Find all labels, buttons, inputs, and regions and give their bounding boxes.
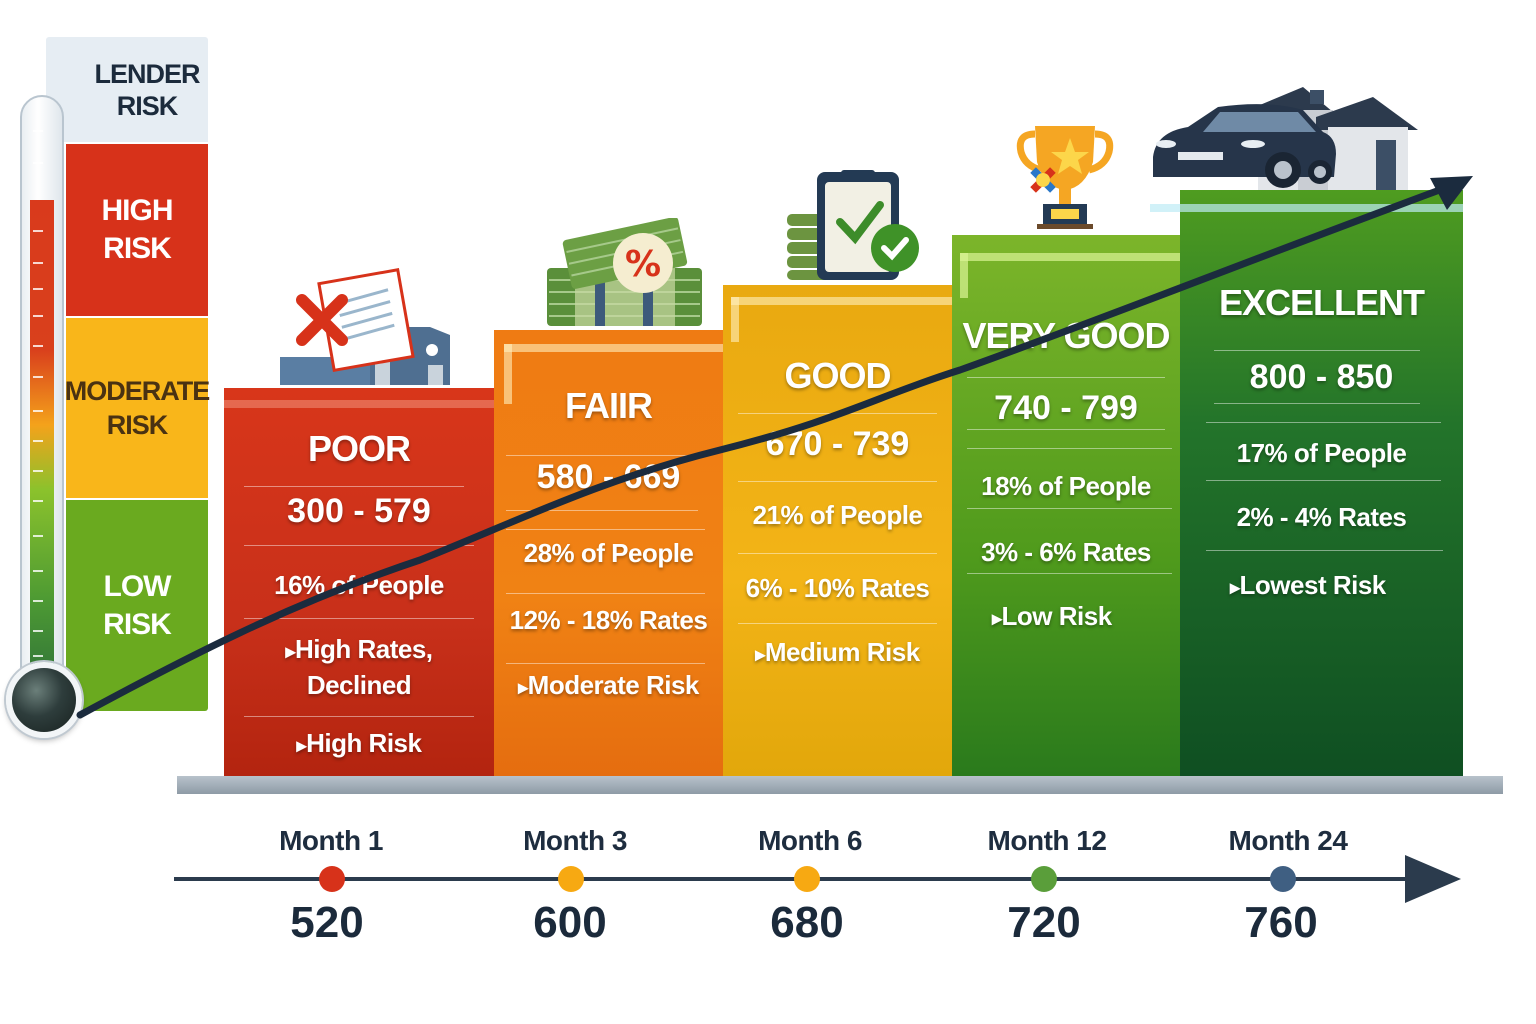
approved-clipboard-icon — [787, 170, 919, 280]
tier-risk: Moderate Risk — [494, 670, 723, 701]
timeline-score: 760 — [1244, 898, 1318, 947]
tier-rates: 2% - 4% Rates — [1236, 502, 1407, 532]
tier-poor: POOR 300 - 579 16% of People High Rates,… — [224, 388, 494, 776]
timeline-month-label: Month 12 — [987, 825, 1107, 856]
tier-very-good: VERY GOOD 740 - 799 18% of People 3% - 6… — [952, 235, 1180, 776]
timeline-dot — [319, 866, 345, 892]
tier-title: GOOD — [784, 355, 891, 396]
lender-risk-header-line2: RISK — [116, 90, 179, 121]
trophy-icon — [1016, 126, 1114, 229]
risk-band-low: LOW RISK — [66, 500, 208, 711]
tier-rates-line2: Declined — [306, 670, 412, 700]
risk-band-moderate-label: MODERATE — [64, 376, 210, 406]
tier-range: 740 - 799 — [994, 389, 1138, 427]
tier-risk: Medium Risk — [723, 637, 952, 668]
lender-risk-legend: LENDER RISK HIGH RISK MODERATE RISK LOW … — [46, 37, 210, 711]
timeline-dot — [1031, 866, 1057, 892]
tier-risk: Lowest Risk — [1180, 570, 1463, 601]
risk-band-high-label2: RISK — [103, 232, 172, 265]
thermometer-fill — [30, 200, 54, 700]
tier-rates: 6% - 10% Rates — [745, 573, 930, 603]
tier-title: VERY GOOD — [962, 315, 1170, 356]
lender-risk-header: LENDER RISK — [46, 37, 208, 142]
timeline-month-label: Month 3 — [523, 825, 627, 856]
rejected-document-icon — [280, 268, 450, 385]
tier-range: 800 - 850 — [1249, 358, 1394, 396]
risk-band-moderate-label2: RISK — [106, 410, 169, 440]
timeline-arrow-head-icon — [1405, 855, 1461, 903]
tier-risk: Low Risk — [952, 601, 1180, 632]
money-percent-icon: % — [547, 218, 702, 326]
tier-people: 18% of People — [981, 471, 1151, 501]
tier-range: 670 - 739 — [765, 425, 910, 463]
risk-band-high-label: HIGH — [101, 194, 174, 227]
thermometer-bulb — [6, 662, 82, 738]
timeline-dot — [558, 866, 584, 892]
timeline-month-label: Month 1 — [279, 825, 383, 856]
tier-rates: High Rates, — [224, 634, 494, 665]
tier-good: GOOD 670 - 739 21% of People 6% - 10% Ra… — [723, 285, 952, 776]
tier-fair: FAIIR 580 - 669 28% of People 12% - 18% … — [494, 330, 723, 776]
risk-band-moderate: MODERATE RISK — [64, 318, 210, 498]
timeline-dot — [794, 866, 820, 892]
timeline-month-label: Month 6 — [758, 825, 862, 856]
timeline-score: 600 — [533, 898, 607, 947]
tier-risk: High Risk — [224, 728, 494, 759]
tier-title: POOR — [307, 428, 411, 469]
tier-excellent: EXCELLENT 800 - 850 17% of People 2% - 4… — [1150, 190, 1463, 776]
tier-title: EXCELLENT — [1218, 282, 1425, 323]
tier-range: 300 - 579 — [287, 492, 431, 530]
tier-people: 16% of People — [274, 570, 444, 600]
timeline-score: 720 — [1007, 898, 1081, 947]
risk-band-low-label: LOW — [103, 569, 172, 603]
tier-people: 28% of People — [523, 538, 694, 568]
tier-people: 21% of People — [752, 500, 923, 530]
tier-title: FAIIR — [564, 385, 653, 426]
tier-rates: 12% - 18% Rates — [509, 605, 708, 635]
risk-band-high: HIGH RISK — [66, 144, 208, 316]
risk-band-low-label2: RISK — [103, 607, 172, 641]
lender-risk-header-line1: LENDER — [94, 58, 200, 89]
timeline-score: 680 — [770, 898, 844, 947]
tier-range: 580 - 669 — [536, 458, 681, 496]
timeline-month-label: Month 24 — [1228, 825, 1348, 856]
tier-people: 17% of People — [1236, 438, 1407, 468]
car-house-icon — [1153, 87, 1418, 190]
timeline-dot — [1270, 866, 1296, 892]
svg-text:%: % — [625, 244, 661, 285]
tier-rates: 3% - 6% Rates — [981, 537, 1151, 567]
staircase-base — [177, 776, 1503, 794]
timeline-score: 520 — [290, 898, 364, 947]
